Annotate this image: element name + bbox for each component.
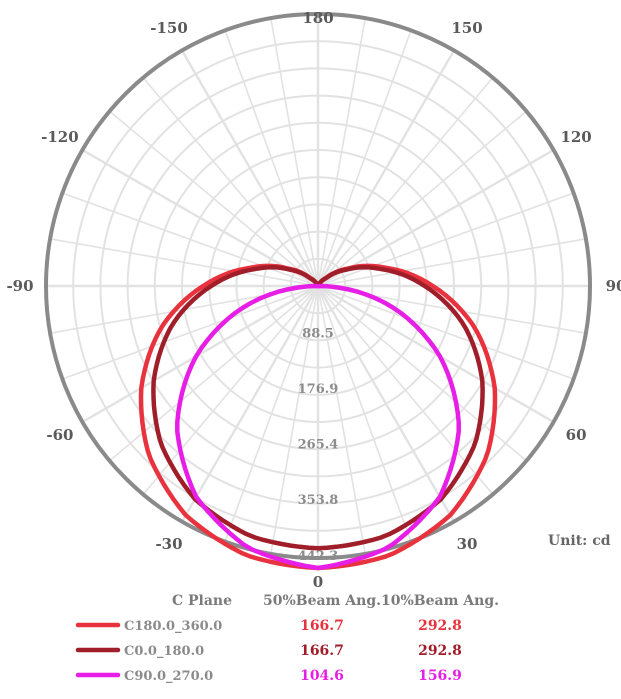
grid-spoke — [142, 285, 319, 495]
legend-header: 10%Beam Ang. — [381, 593, 499, 609]
grid-spoke — [270, 17, 319, 287]
grid-spoke — [180, 285, 320, 523]
curve-c0-0-180-0 — [151, 265, 485, 551]
grid-spoke — [317, 285, 412, 542]
legend-beam50: 104.6 — [300, 668, 344, 684]
legend-beam10: 292.8 — [418, 618, 462, 634]
grid-spoke — [317, 192, 574, 287]
legend-header: 50%Beam Ang. — [263, 593, 381, 609]
legend: C Plane 50%Beam Ang. 10%Beam Ang. C180.0_36… — [75, 593, 499, 684]
angle-label-90: 90 — [606, 277, 621, 295]
legend-series-name: C0.0_180.0 — [124, 644, 204, 659]
angle-label-30: 30 — [457, 535, 478, 553]
legend-series-name: C180.0_360.0 — [124, 619, 222, 634]
grid-spoke — [270, 285, 319, 555]
radial-tick-label: 442.3 — [298, 549, 339, 564]
legend-beam10: 292.8 — [418, 643, 462, 659]
grid-spoke — [180, 49, 320, 287]
grid-spoke — [49, 238, 319, 287]
grid-spoke — [317, 285, 494, 495]
grid-spoke — [317, 17, 366, 287]
radial-tick-label: 176.9 — [298, 382, 339, 397]
angle-label-neg120: -120 — [41, 128, 79, 146]
grid-spoke — [224, 30, 319, 287]
polar-grid — [44, 12, 592, 560]
grid-spoke — [317, 285, 366, 555]
grid-spoke — [109, 110, 319, 287]
grid-spoke — [317, 148, 555, 288]
curve-c90-0-270-0 — [175, 283, 461, 571]
grid-spoke — [317, 77, 494, 287]
angle-label-neg60: -60 — [46, 426, 73, 444]
legend-series-name: C90.0_270.0 — [124, 669, 213, 684]
grid-spoke — [62, 285, 319, 380]
grid-spoke — [317, 285, 574, 380]
legend-beam50: 166.7 — [300, 618, 344, 634]
radial-tick-label: 353.8 — [298, 493, 339, 508]
angle-label-neg30: -30 — [155, 535, 182, 553]
angle-label-150: 150 — [451, 19, 482, 37]
grid-spoke — [62, 192, 319, 287]
angle-labels: 180 150 -150 120 -120 90 -90 60 -60 30 -30 0 — [6, 9, 621, 591]
intensity-curves — [138, 263, 498, 571]
radial-tick-labels: 88.5 176.9 265.4 353.8 442.3 — [298, 327, 339, 564]
angle-label-120: 120 — [560, 128, 591, 146]
radial-tick-label: 265.4 — [298, 438, 339, 453]
legend-header: C Plane — [172, 593, 232, 609]
grid-spoke — [81, 148, 319, 288]
outer-boundary — [44, 12, 592, 560]
grid-spoke — [224, 285, 319, 542]
grid-spoke — [316, 49, 456, 287]
grid-spoke — [317, 30, 412, 287]
grid-spoke — [317, 110, 527, 287]
unit-label: Unit: cd — [548, 533, 611, 549]
grid-spoke — [317, 238, 587, 287]
grid-spoke — [316, 285, 456, 523]
radial-tick-label: 88.5 — [302, 327, 334, 342]
grid-spoke — [142, 77, 319, 287]
legend-beam50: 166.7 — [300, 643, 344, 659]
legend-beam10: 156.9 — [418, 668, 462, 684]
angle-label-60: 60 — [566, 426, 587, 444]
angle-label-neg90: -90 — [6, 277, 33, 295]
angle-label-180: 180 — [302, 9, 333, 27]
angle-label-neg150: -150 — [150, 19, 188, 37]
angle-label-0: 0 — [313, 573, 323, 591]
